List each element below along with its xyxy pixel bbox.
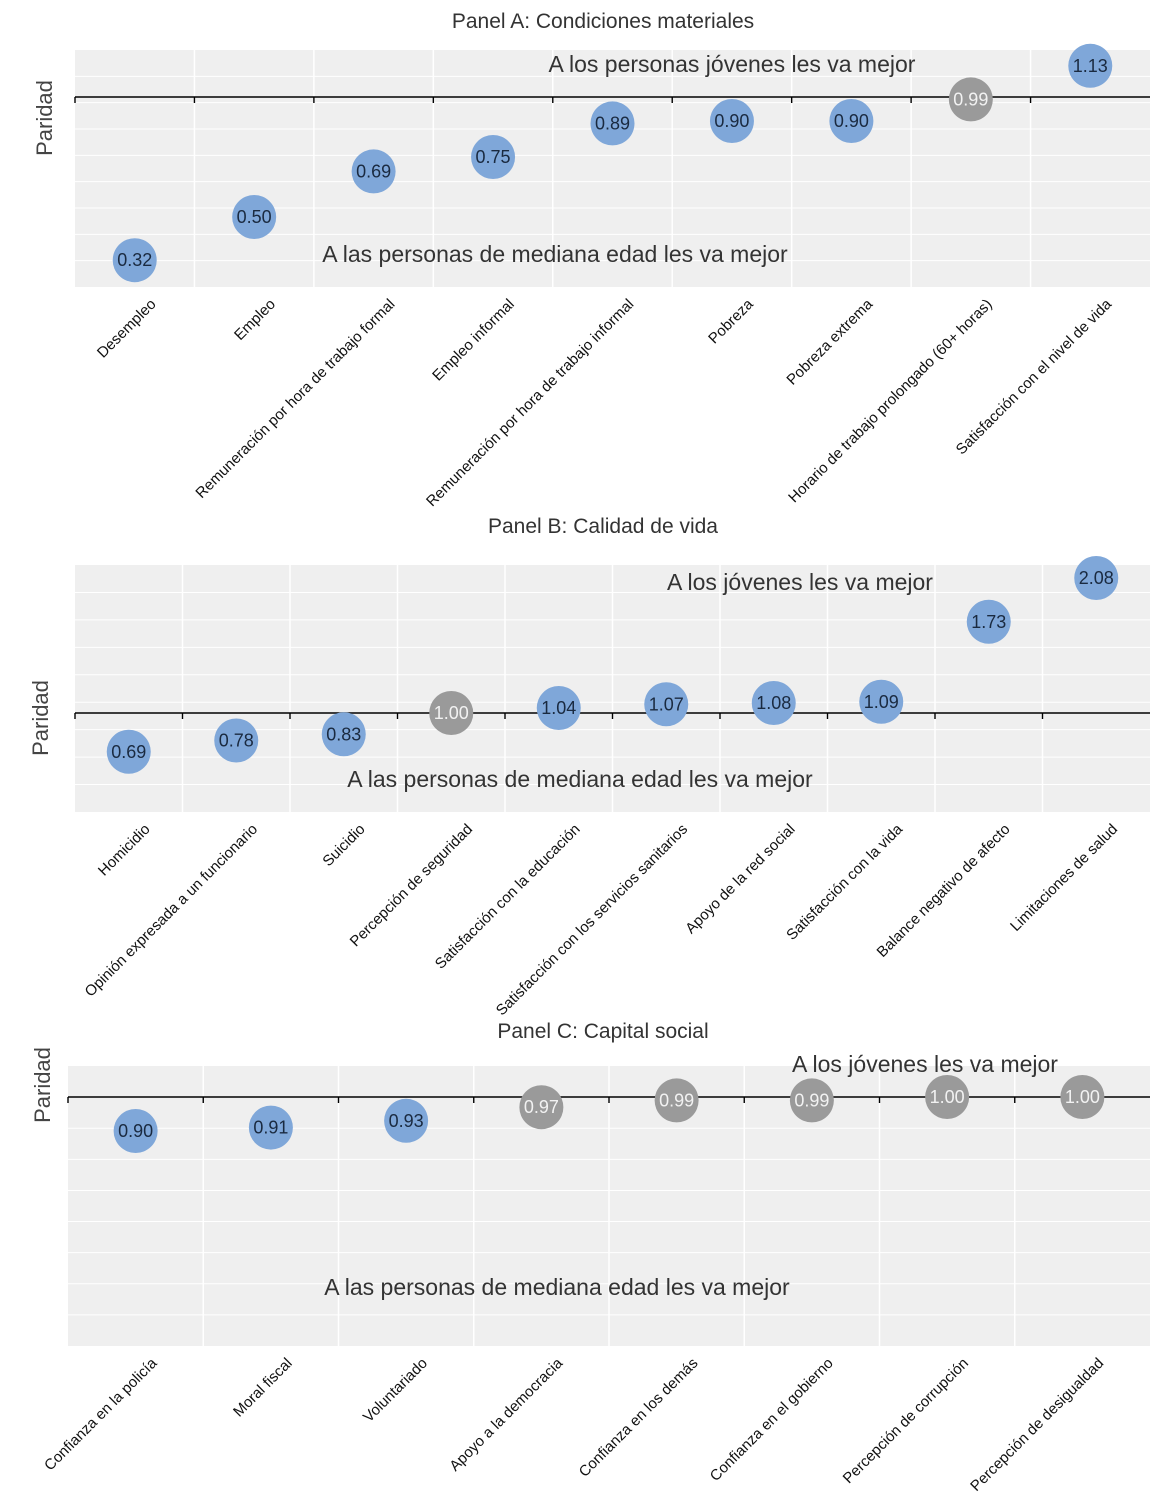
data-point: [948, 77, 993, 122]
data-point: [966, 599, 1011, 644]
data-point: [248, 1105, 293, 1150]
data-label: 0.50: [237, 207, 272, 227]
category-label: Pobreza: [705, 295, 757, 347]
data-point: [214, 718, 259, 763]
y-axis-label: Paridad: [30, 1047, 55, 1123]
data-label: 0.78: [219, 731, 254, 751]
data-label: 2.08: [1079, 568, 1114, 588]
category-label: Percepción de corrupción: [840, 1355, 972, 1487]
category-label: Confianza en la policía: [41, 1354, 161, 1474]
data-label: 0.32: [117, 250, 152, 270]
data-point: [429, 691, 474, 735]
category-label: Apoyo de la red social: [682, 821, 798, 937]
category-label: Opinión expresada a un funcionario: [82, 821, 261, 1000]
category-label: Satisfacción con la vida: [783, 820, 906, 943]
data-point: [709, 99, 754, 143]
data-point: [654, 1078, 699, 1123]
data-label: 0.90: [118, 1121, 153, 1141]
category-label: Limitaciones de salud: [1007, 821, 1121, 935]
data-label: 0.93: [389, 1111, 424, 1131]
data-point: [1060, 1075, 1105, 1119]
panel-a: Panel A: Condiciones materiales Paridad A …: [32, 10, 1150, 510]
category-label: Desempleo: [94, 296, 160, 362]
data-point: [644, 682, 689, 727]
category-label: Apoyo a la democracia: [446, 1354, 566, 1474]
category-label: Remuneración por hora de trabajo informa…: [423, 296, 637, 510]
data-label: 0.69: [356, 161, 391, 181]
data-point: [1068, 43, 1113, 88]
data-label: 0.99: [794, 1090, 829, 1110]
data-point: [113, 1109, 158, 1153]
data-label: 1.04: [541, 698, 576, 718]
annotation-above: A los jóvenes les va mejor: [667, 569, 933, 595]
data-label: 0.89: [595, 113, 630, 133]
data-point: [471, 135, 516, 179]
data-label: 0.90: [834, 111, 869, 131]
data-label: 1.73: [971, 612, 1006, 632]
category-label: Empleo informal: [429, 296, 518, 385]
category-label: Confianza en el gobierno: [707, 1355, 837, 1485]
annotation-below: A las personas de mediana edad les va me…: [324, 1274, 790, 1300]
data-point: [112, 238, 157, 283]
data-point: [384, 1098, 429, 1143]
data-label: 0.75: [476, 147, 511, 167]
annotation-below: A las personas de mediana edad les va me…: [347, 766, 813, 792]
panel-b: Panel B: Calidad de vida Paridad A los jóv…: [28, 515, 1150, 1019]
data-point: [232, 195, 277, 239]
data-point: [590, 101, 635, 146]
category-label: Remuneración por hora de trabajo formal: [192, 296, 398, 502]
data-point: [536, 686, 581, 730]
category-label: Pobreza extrema: [783, 295, 876, 388]
y-axis-label: Paridad: [32, 80, 57, 156]
annotation-below: A las personas de mediana edad les va me…: [322, 241, 788, 267]
data-label: 1.00: [434, 703, 469, 723]
category-label: Confianza en los demás: [576, 1355, 702, 1481]
category-label: Homicidio: [95, 821, 154, 880]
data-label: 0.97: [524, 1097, 559, 1117]
data-label: 1.00: [930, 1087, 965, 1107]
category-label: Voluntariado: [360, 1355, 431, 1426]
data-label: 0.90: [714, 111, 749, 131]
data-label: 0.91: [253, 1118, 288, 1138]
data-point: [925, 1075, 970, 1119]
category-label: Empleo: [231, 296, 279, 344]
panel-title: Panel B: Calidad de vida: [488, 515, 718, 538]
panel-title: Panel A: Condiciones materiales: [452, 10, 754, 33]
panel-title: Panel C: Capital social: [497, 1020, 708, 1043]
category-label: Horario de trabajo prolongado (60+ horas…: [785, 296, 995, 506]
data-point: [1074, 556, 1119, 600]
panel-c: Panel C: Capital social Paridad A los jóve…: [30, 1020, 1150, 1495]
category-label: Suicidio: [319, 821, 368, 870]
category-label: Satisfacción con los servicios sanitario…: [493, 821, 691, 1019]
data-point: [789, 1078, 834, 1123]
data-point: [351, 149, 396, 194]
data-point: [859, 679, 904, 724]
y-axis-label: Paridad: [28, 680, 53, 756]
data-point: [519, 1085, 564, 1130]
data-point: [106, 729, 151, 774]
annotation-above: A los personas jóvenes les va mejor: [549, 51, 916, 77]
data-label: 1.13: [1073, 56, 1108, 76]
data-label: 1.09: [864, 692, 899, 712]
category-label: Moral fiscal: [230, 1355, 296, 1421]
data-label: 0.99: [659, 1090, 694, 1110]
data-label: 1.07: [649, 694, 684, 714]
data-point: [321, 712, 366, 757]
category-label: Percepción de desigualdad: [967, 1355, 1107, 1495]
data-label: 1.00: [1065, 1087, 1100, 1107]
category-label: Percepción de seguridad: [347, 821, 476, 950]
data-label: 1.08: [756, 693, 791, 713]
data-point: [751, 681, 796, 725]
annotation-above: A los jóvenes les va mejor: [792, 1051, 1058, 1077]
data-label: 0.69: [111, 742, 146, 762]
data-point: [829, 99, 874, 143]
data-label: 0.83: [326, 724, 361, 744]
data-label: 0.99: [953, 89, 988, 109]
